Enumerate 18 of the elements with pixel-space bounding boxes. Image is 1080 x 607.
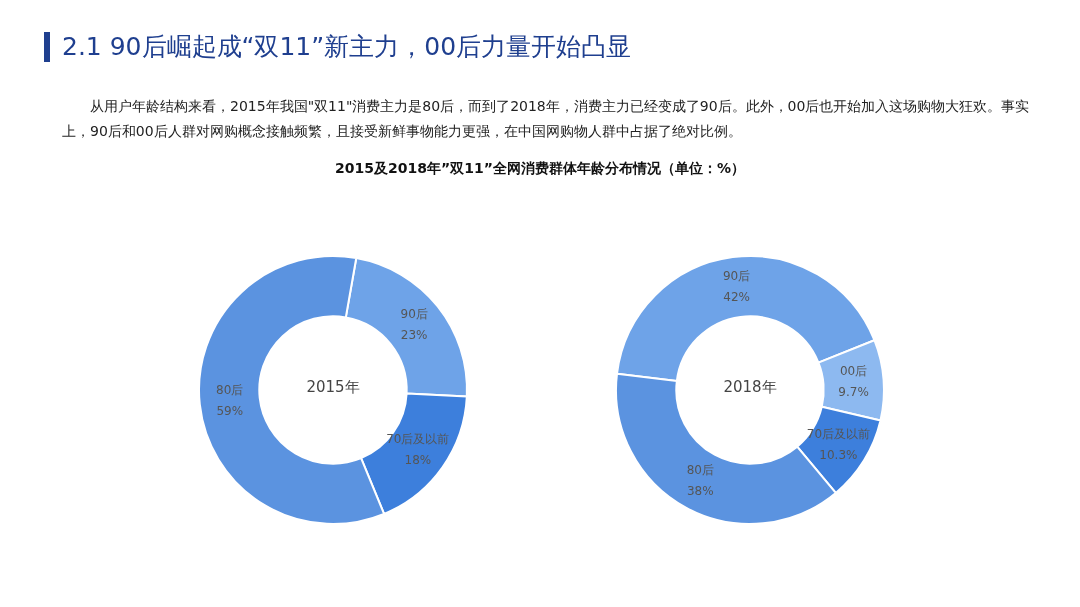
slice-label: 80后 <box>216 383 244 398</box>
data-label: 59% <box>216 404 244 419</box>
data-label: 42% <box>723 290 750 305</box>
text: 2.1 90后崛起成“双11”新主力，00后力量开始凸显 <box>62 31 632 63</box>
data-label: 38% <box>686 484 714 499</box>
text: 2018年 <box>723 378 777 396</box>
text: 2015年 <box>306 378 360 396</box>
slice-label: 90后 <box>400 307 428 322</box>
slice-label: 80后 <box>686 463 714 478</box>
slice-label: 00后 <box>839 364 868 379</box>
text: 从用户年龄结构来看，2015年我国"双11"消费主力是80后，而到了2018年，消费主力已经变成了90后。此外，00后也开始加入这场购物大狂欢。事实上，90后和00后人群对网购概念接触频繁，且接受新鲜事物能力更强，在中国网购物人群中占据了绝对比例。 <box>62 97 1031 141</box>
data-label: 10.3% <box>819 447 858 462</box>
slice-label: 70后及以前 <box>386 431 450 446</box>
data-label: 9.7% <box>838 385 869 400</box>
data-label: 18% <box>404 452 432 467</box>
data-label: 23% <box>400 328 428 343</box>
slice-label: 90后 <box>722 269 751 284</box>
text: 2015及2018年”双11”全网消费群体年龄分布情况（单位：%） <box>334 160 746 178</box>
